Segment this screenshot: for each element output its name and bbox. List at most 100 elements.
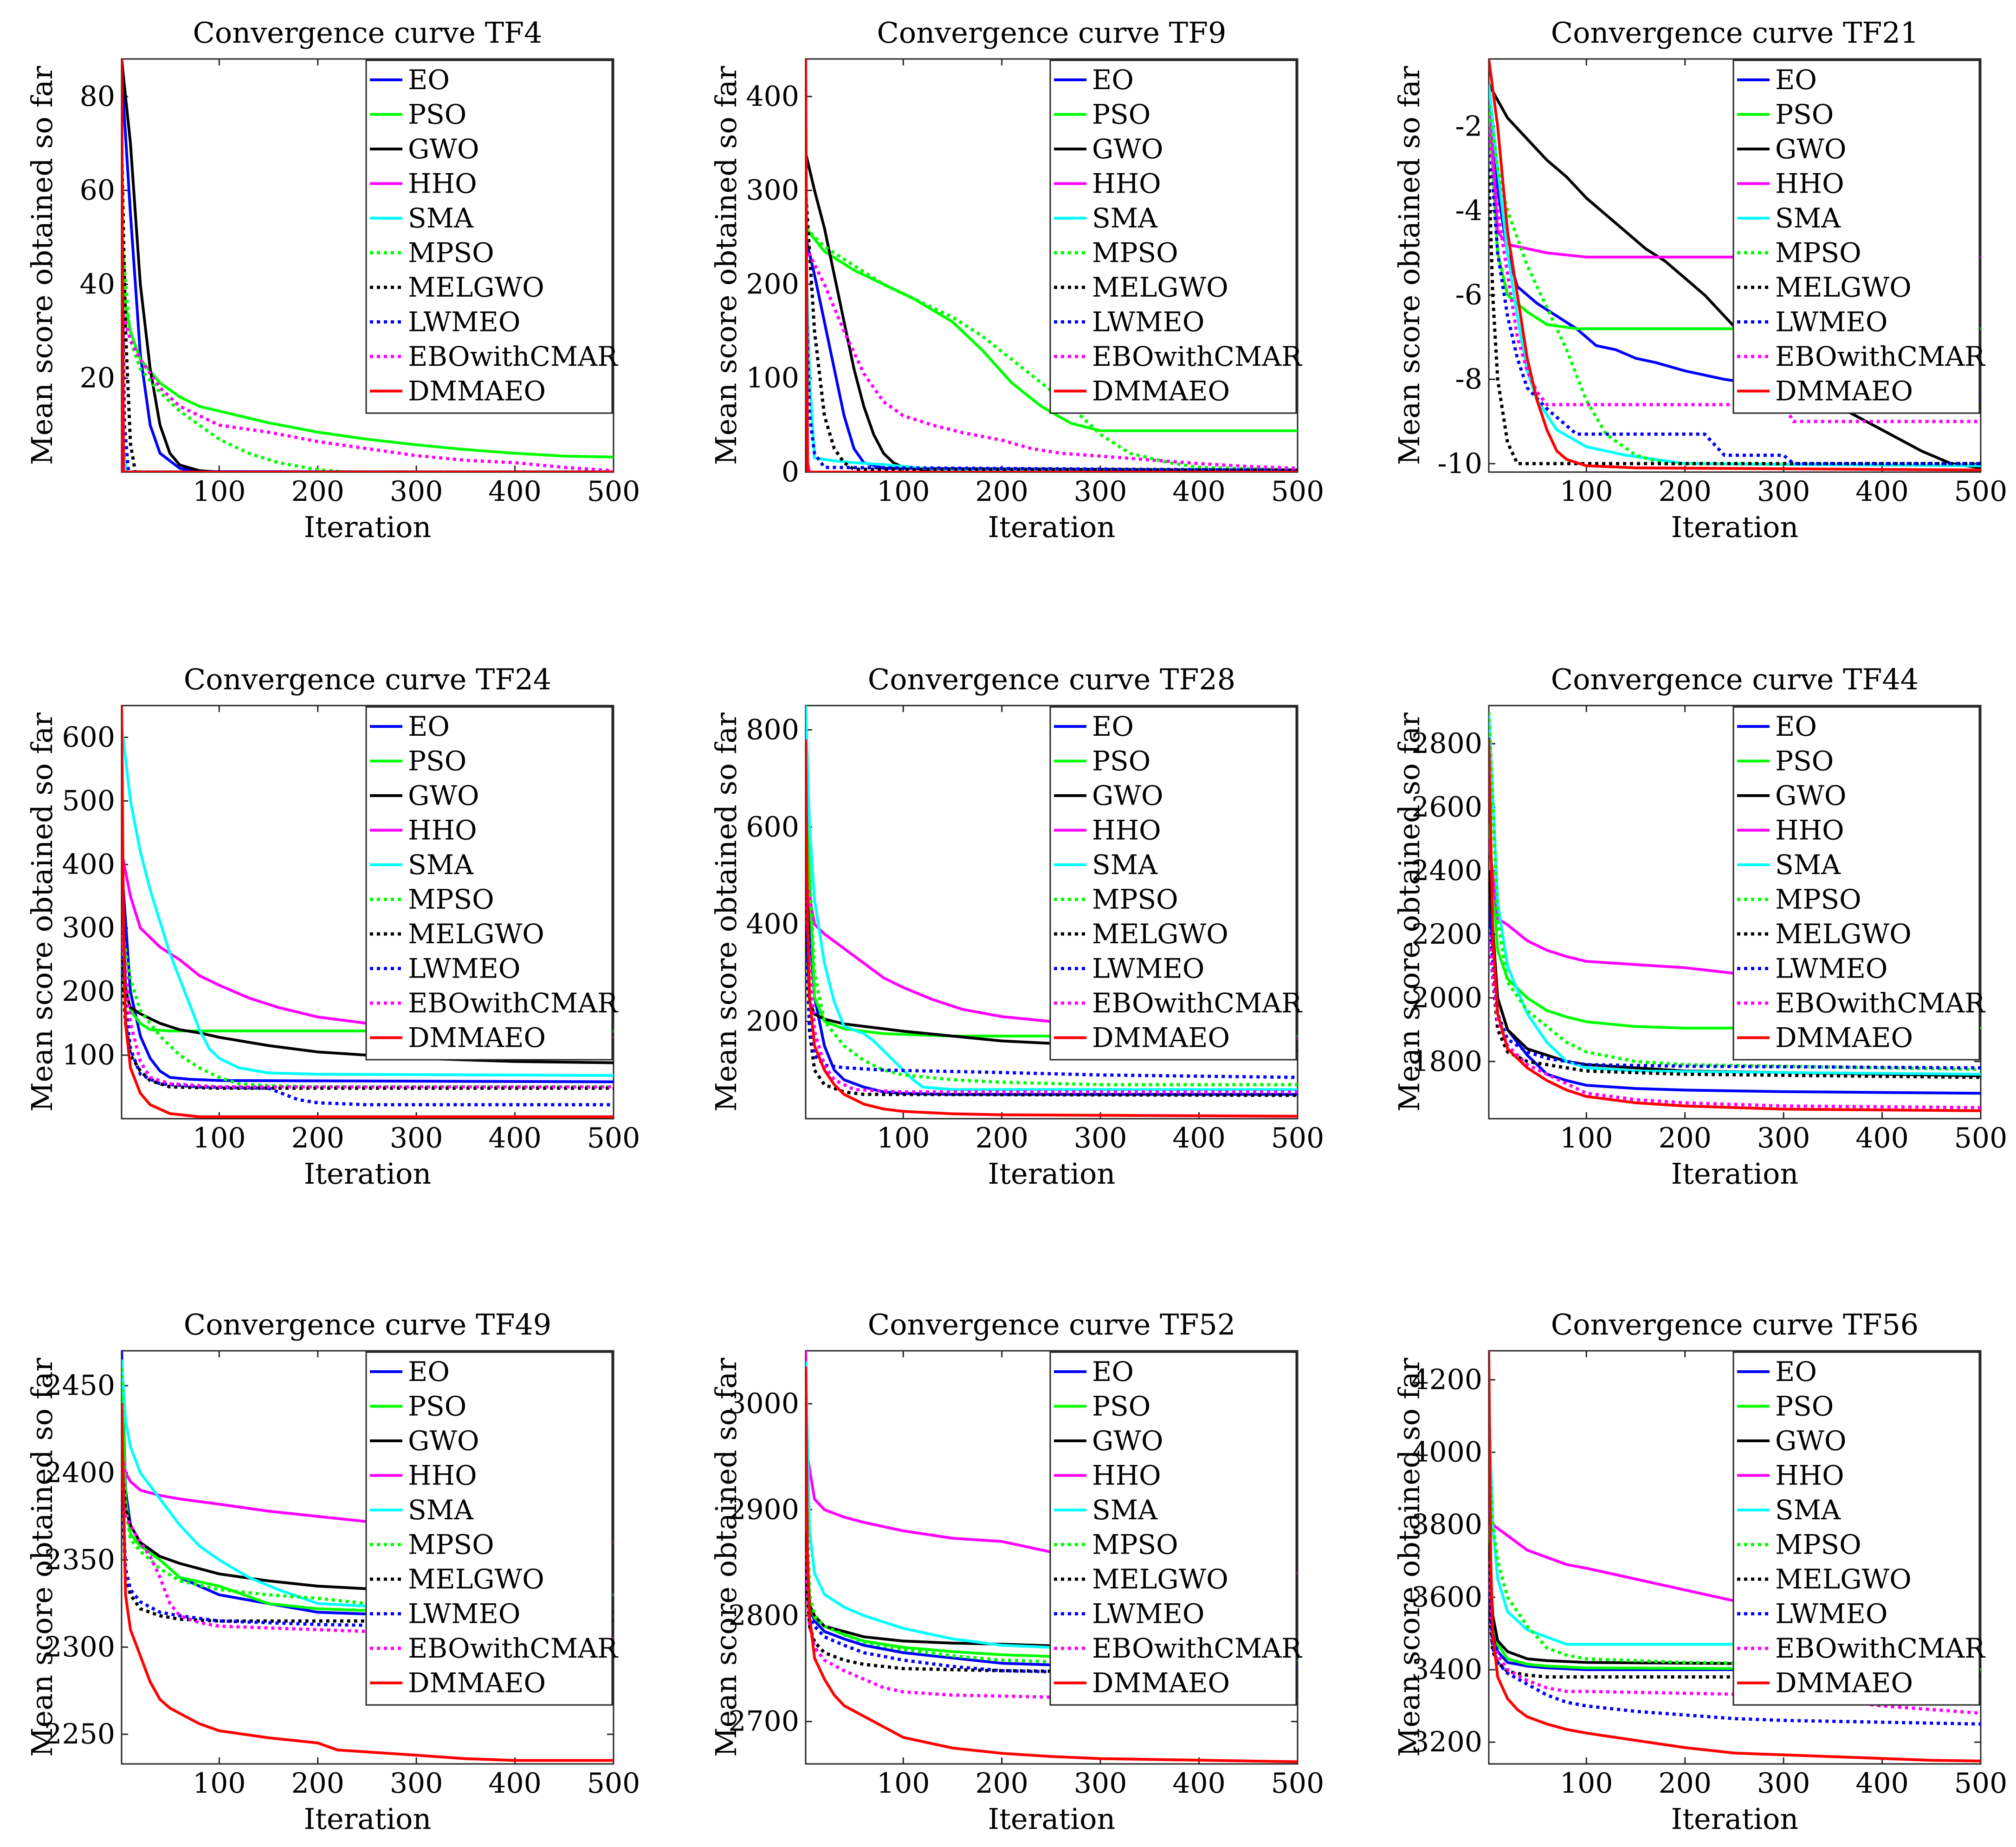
legend-label-pso: PSO	[1092, 99, 1150, 130]
y-tick-label: 100	[62, 1039, 115, 1071]
x-tick-label: 300	[1074, 1767, 1127, 1800]
series-line-gwo	[1489, 84, 1981, 469]
chart-panel-5: Convergence curve TF28 100 200 300 400 500 200…	[709, 662, 1324, 1191]
x-tick-label: 400	[1172, 1767, 1226, 1800]
y-tick-label: -2	[1455, 110, 1482, 143]
chart-title: Convergence curve TF28	[868, 662, 1235, 696]
x-tick-label: 400	[1855, 1767, 1909, 1800]
legend-label-eo: EO	[1775, 64, 1817, 96]
y-tick-label: 500	[62, 784, 115, 817]
y-tick-label: 3400	[1411, 1653, 1482, 1686]
x-tick-label: 200	[1658, 1767, 1712, 1800]
x-tick-label: 300	[1757, 475, 1810, 508]
legend-label-hho: HHO	[1092, 168, 1161, 200]
y-tick-label: -8	[1455, 363, 1482, 395]
y-tick-label: 4000	[1411, 1436, 1482, 1469]
x-tick-label: 500	[1954, 475, 2008, 508]
legend-label-ebowithcmar: EBOwithCMAR	[1775, 1633, 1986, 1664]
x-tick-label: 200	[291, 1122, 344, 1154]
legend-label-gwo: GWO	[1092, 780, 1163, 811]
series-line-mpso	[122, 237, 614, 472]
y-tick-label: -4	[1455, 194, 1482, 227]
y-axis-label: Mean score obtained so far	[709, 66, 743, 465]
y-axis-label: Mean score obtained so far	[709, 713, 743, 1112]
legend-label-gwo: GWO	[408, 133, 479, 165]
legend-label-eo: EO	[408, 1356, 450, 1387]
series-line-lwmeo	[122, 1472, 614, 1632]
x-tick-label: 100	[193, 1122, 246, 1154]
x-tick-label: 400	[488, 475, 542, 508]
legend-label-lwmeo: LWMEO	[1092, 306, 1204, 338]
legend-label-pso: PSO	[1092, 745, 1150, 777]
legend-label-mpso: MPSO	[1092, 237, 1178, 269]
chart-title: Convergence curve TF9	[877, 16, 1226, 50]
y-axis-label: Mean score obtained so far	[1392, 713, 1426, 1112]
legend-label-ebowithcmar: EBOwithCMAR	[1775, 341, 1986, 372]
legend-label-gwo: GWO	[408, 780, 479, 811]
x-tick-label: 200	[975, 1767, 1028, 1800]
legend: EO PSOGWOHHOSMAMPSOMELGWOLWMEOEBOwithCMAR…	[365, 1351, 619, 1706]
legend-label-ebowithcmar: EBOwithCMAR	[1092, 341, 1303, 372]
series-line-hho	[1489, 84, 1981, 259]
series-line-sma	[1489, 712, 1981, 1076]
y-axis-label: Mean score obtained so far	[25, 1358, 59, 1757]
y-tick-label: 2400	[1411, 855, 1482, 887]
x-tick-label: 100	[877, 1767, 930, 1800]
chart-title: Convergence curve TF49	[184, 1308, 551, 1342]
legend-label-hho: HHO	[1775, 168, 1844, 200]
legend-label-lwmeo: LWMEO	[1775, 1598, 1887, 1630]
legend-label-pso: PSO	[408, 99, 466, 130]
legend-label-ebowithcmar: EBOwithCMAR	[408, 1633, 619, 1664]
y-tick-label: 200	[746, 268, 799, 300]
x-tick-label: 300	[390, 1767, 443, 1800]
series-line-dmmaeo	[1489, 59, 1981, 472]
y-axis-label: Mean score obtained so far	[25, 66, 59, 465]
legend-label-dmmaeo: DMMAEO	[408, 376, 546, 407]
legend-label-mpso: MPSO	[1775, 237, 1861, 269]
x-tick-label: 200	[1658, 1122, 1712, 1154]
x-tick-label: 300	[1074, 1122, 1127, 1154]
legend-label-lwmeo: LWMEO	[408, 953, 520, 985]
x-tick-label: 100	[877, 475, 930, 508]
y-tick-label: 800	[746, 713, 799, 746]
y-tick-label: 2800	[728, 1600, 799, 1632]
legend-label-lwmeo: LWMEO	[1775, 953, 1887, 985]
y-tick-label: 2000	[1411, 982, 1482, 1014]
y-tick-label: 1800	[1411, 1045, 1482, 1078]
series-line-pso	[806, 227, 1298, 432]
legend-label-hho: HHO	[1092, 815, 1161, 846]
x-tick-label: 300	[1074, 475, 1127, 508]
legend-label-dmmaeo: DMMAEO	[408, 1667, 546, 1699]
x-axis-label: Iteration	[988, 1802, 1116, 1836]
x-axis-label: Iteration	[304, 1802, 432, 1836]
legend-label-melgwo: MELGWO	[408, 918, 544, 950]
y-tick-label: 400	[62, 848, 115, 881]
chart-title: Convergence curve TF44	[1551, 662, 1919, 696]
y-tick-label: 600	[62, 721, 115, 753]
series-line-dmmaeo	[806, 739, 1298, 1118]
series-line-lwmeo	[122, 237, 614, 472]
x-axis-label: Iteration	[988, 510, 1116, 544]
series-line-ebowithcmar	[122, 1472, 614, 1640]
y-tick-label: 300	[746, 174, 799, 207]
legend-label-eo: EO	[1775, 711, 1817, 742]
x-tick-label: 400	[1855, 1122, 1909, 1154]
series-line-dmmaeo	[122, 1403, 614, 1762]
legend-label-mpso: MPSO	[1775, 884, 1861, 915]
legend-label-lwmeo: LWMEO	[1092, 1598, 1204, 1630]
legend-label-dmmaeo: DMMAEO	[1092, 1667, 1230, 1699]
x-tick-label: 300	[1757, 1767, 1810, 1800]
legend-label-sma: SMA	[408, 849, 474, 881]
series-line-dmmaeo	[806, 1367, 1298, 1763]
y-tick-label: -10	[1437, 447, 1482, 480]
series-line-lwmeo	[806, 1530, 1298, 1676]
x-tick-label: 200	[975, 1122, 1028, 1154]
chart-title: Convergence curve TF21	[1551, 16, 1919, 50]
x-tick-label: 400	[488, 1767, 542, 1800]
legend-label-dmmaeo: DMMAEO	[1092, 1022, 1230, 1054]
legend-label-pso: PSO	[408, 745, 466, 777]
series-line-dmmaeo	[1489, 1351, 1981, 1763]
legend-label-hho: HHO	[408, 815, 477, 846]
legend-label-gwo: GWO	[1092, 133, 1163, 165]
series-line-mpso	[806, 803, 1298, 1087]
